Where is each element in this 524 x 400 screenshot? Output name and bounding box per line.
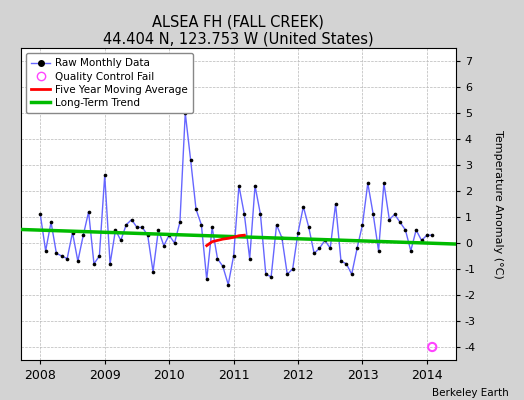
- Point: [224, 282, 233, 288]
- Point: [133, 224, 141, 230]
- Point: [170, 240, 179, 246]
- Point: [63, 255, 71, 262]
- Point: [149, 268, 157, 275]
- Point: [347, 271, 356, 278]
- Point: [111, 227, 119, 233]
- Legend: Raw Monthly Data, Quality Control Fail, Five Year Moving Average, Long-Term Tren: Raw Monthly Data, Quality Control Fail, …: [26, 53, 193, 113]
- Point: [101, 172, 109, 178]
- Point: [401, 227, 410, 233]
- Point: [84, 209, 93, 215]
- Point: [321, 237, 329, 244]
- Point: [417, 237, 425, 244]
- Point: [246, 255, 254, 262]
- Point: [364, 180, 372, 186]
- Point: [407, 248, 415, 254]
- Point: [251, 182, 259, 189]
- Point: [79, 232, 88, 238]
- Point: [256, 211, 265, 218]
- Point: [165, 232, 173, 238]
- Point: [428, 344, 436, 350]
- Point: [192, 206, 200, 212]
- Point: [385, 216, 394, 223]
- Point: [358, 222, 367, 228]
- Point: [58, 253, 66, 259]
- Point: [235, 182, 243, 189]
- Point: [117, 237, 125, 244]
- Point: [390, 211, 399, 218]
- Point: [412, 227, 420, 233]
- Point: [315, 245, 324, 251]
- Point: [181, 110, 190, 116]
- Point: [127, 216, 136, 223]
- Point: [353, 245, 361, 251]
- Point: [106, 261, 114, 267]
- Point: [326, 245, 334, 251]
- Point: [47, 219, 55, 225]
- Point: [52, 250, 61, 257]
- Point: [160, 242, 168, 249]
- Point: [176, 219, 184, 225]
- Y-axis label: Temperature Anomaly (°C): Temperature Anomaly (°C): [493, 130, 503, 278]
- Point: [261, 271, 270, 278]
- Point: [230, 253, 238, 259]
- Point: [304, 224, 313, 230]
- Point: [90, 261, 98, 267]
- Title: ALSEA FH (FALL CREEK)
44.404 N, 123.753 W (United States): ALSEA FH (FALL CREEK) 44.404 N, 123.753 …: [103, 14, 374, 47]
- Point: [74, 258, 82, 264]
- Point: [374, 248, 383, 254]
- Point: [41, 248, 50, 254]
- Text: Berkeley Earth: Berkeley Earth: [432, 388, 508, 398]
- Point: [213, 255, 222, 262]
- Point: [122, 222, 130, 228]
- Point: [428, 232, 436, 238]
- Point: [240, 211, 248, 218]
- Point: [369, 211, 377, 218]
- Point: [144, 232, 152, 238]
- Point: [380, 180, 388, 186]
- Point: [68, 229, 77, 236]
- Point: [283, 271, 291, 278]
- Point: [337, 258, 345, 264]
- Point: [299, 203, 308, 210]
- Point: [208, 224, 216, 230]
- Point: [331, 201, 340, 207]
- Point: [289, 266, 297, 272]
- Point: [197, 222, 205, 228]
- Point: [187, 156, 195, 163]
- Point: [267, 274, 275, 280]
- Point: [423, 232, 431, 238]
- Point: [310, 250, 318, 257]
- Point: [342, 261, 351, 267]
- Point: [203, 276, 211, 282]
- Point: [272, 222, 281, 228]
- Point: [95, 253, 104, 259]
- Point: [219, 263, 227, 270]
- Point: [36, 211, 45, 218]
- Point: [138, 224, 147, 230]
- Point: [294, 229, 302, 236]
- Point: [396, 219, 404, 225]
- Point: [278, 234, 286, 241]
- Point: [154, 227, 162, 233]
